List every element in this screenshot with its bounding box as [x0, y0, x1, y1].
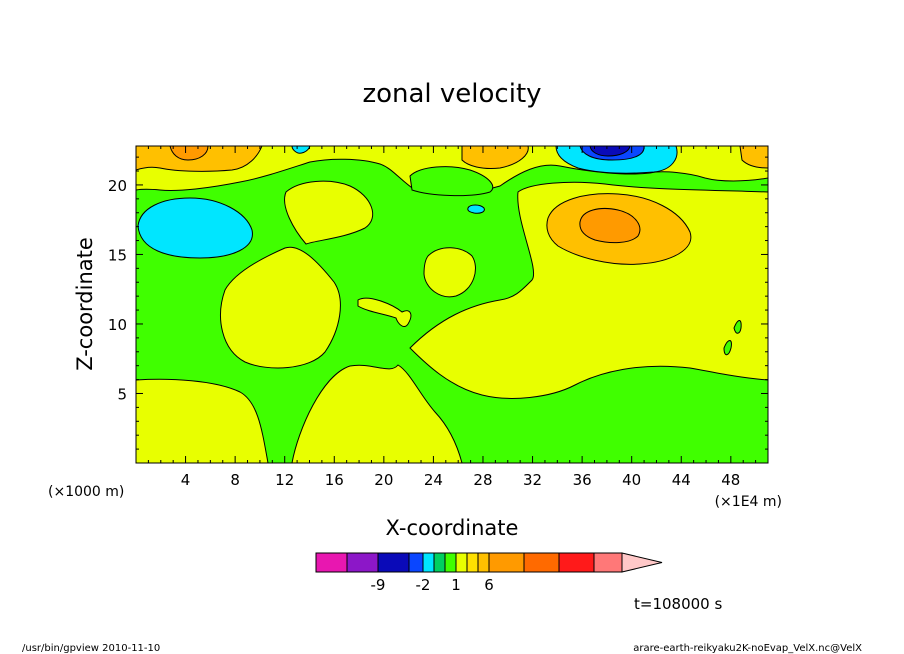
- colorbar-cell: [593, 552, 623, 573]
- region-yellow-upper-left: [284, 180, 374, 245]
- footer-right: arare-earth-reikyaku2K-noEvap_VelX.nc@Ve…: [633, 643, 862, 654]
- y-axis-units: (×1000 m): [48, 484, 124, 500]
- x-tick-label: 36: [573, 471, 592, 489]
- x-tick-label: 4: [181, 471, 191, 489]
- y-tick-label: 10: [108, 316, 127, 334]
- region-orange-top-left: [169, 146, 209, 161]
- x-tick-label: 28: [473, 471, 492, 489]
- colorbar-cell: [433, 552, 446, 573]
- region-lightorange-top-left: [136, 146, 263, 172]
- colorbar-tick-label: 6: [484, 576, 494, 594]
- contour-field: [136, 146, 768, 463]
- colorbar-cell: [488, 552, 525, 573]
- x-axis-units: (×1E4 m): [715, 494, 782, 510]
- colorbar-cell: [444, 552, 457, 573]
- region-orange-right: [579, 208, 641, 244]
- colorbar-cell: [377, 552, 410, 573]
- x-axis: 4 8 12 16 20 24 28 32 36 40 44 48: [147, 146, 757, 489]
- region-cyan-dot: [467, 204, 485, 214]
- y-tick-label: 20: [108, 177, 127, 195]
- x-tick-label: 20: [374, 471, 393, 489]
- colorbar-cell: [422, 552, 435, 573]
- x-axis-label: X-coordinate: [386, 516, 519, 540]
- colorbar-cell: [455, 552, 468, 573]
- region-yellow-sliver: [357, 297, 412, 327]
- y-axis-label: Z-coordinate: [73, 237, 97, 371]
- x-tick-label: 44: [672, 471, 691, 489]
- y-tick-label: 5: [117, 385, 127, 403]
- colorbar-arrow: [621, 552, 663, 573]
- colorbar-cell: [558, 552, 595, 573]
- x-tick-label: 8: [230, 471, 240, 489]
- colorbar-tick-label: -9: [371, 576, 386, 594]
- region-green-pocket-right-a: [733, 320, 742, 334]
- region-yellow-bottom-center: [291, 364, 463, 463]
- region-darkblue-top: [589, 146, 631, 157]
- region-cyan-left: [137, 197, 253, 259]
- region-green-pocket-right-b: [723, 340, 732, 356]
- colorbar-tick-label: -2: [416, 576, 431, 594]
- y-axis: 5 10 15 20: [108, 156, 768, 450]
- x-tick-label: 48: [721, 471, 740, 489]
- region-green-pocket-top: [409, 166, 494, 197]
- x-tick-label: 32: [523, 471, 542, 489]
- region-yellow-left-mid: [220, 246, 341, 369]
- x-tick-label: 24: [424, 471, 443, 489]
- footer-left: /usr/bin/gpview 2010-11-10: [22, 643, 160, 654]
- region-yellow-island: [423, 247, 476, 298]
- colorbar-cell: [466, 552, 479, 573]
- x-tick-label: 12: [275, 471, 294, 489]
- chart-title: zonal velocity: [362, 79, 541, 109]
- colorbar-cell: [408, 552, 424, 573]
- colorbar-cell: [315, 552, 348, 573]
- colorbar-cell: [346, 552, 379, 573]
- colorbar: -9 -2 1 6: [315, 552, 663, 594]
- y-tick-label: 15: [108, 246, 127, 264]
- region-yellow-bottom-left: [136, 378, 269, 463]
- x-tick-label: 40: [622, 471, 641, 489]
- colorbar-tick-label: 1: [451, 576, 461, 594]
- colorbar-cell: [523, 552, 560, 573]
- plot-frame: [135, 145, 769, 464]
- region-cyan-tiny: [291, 146, 311, 154]
- time-annotation: t=108000 s: [634, 595, 722, 613]
- x-tick-label: 16: [325, 471, 344, 489]
- colorbar-cell: [477, 552, 490, 573]
- region-lightorange-top-mid: [461, 146, 529, 169]
